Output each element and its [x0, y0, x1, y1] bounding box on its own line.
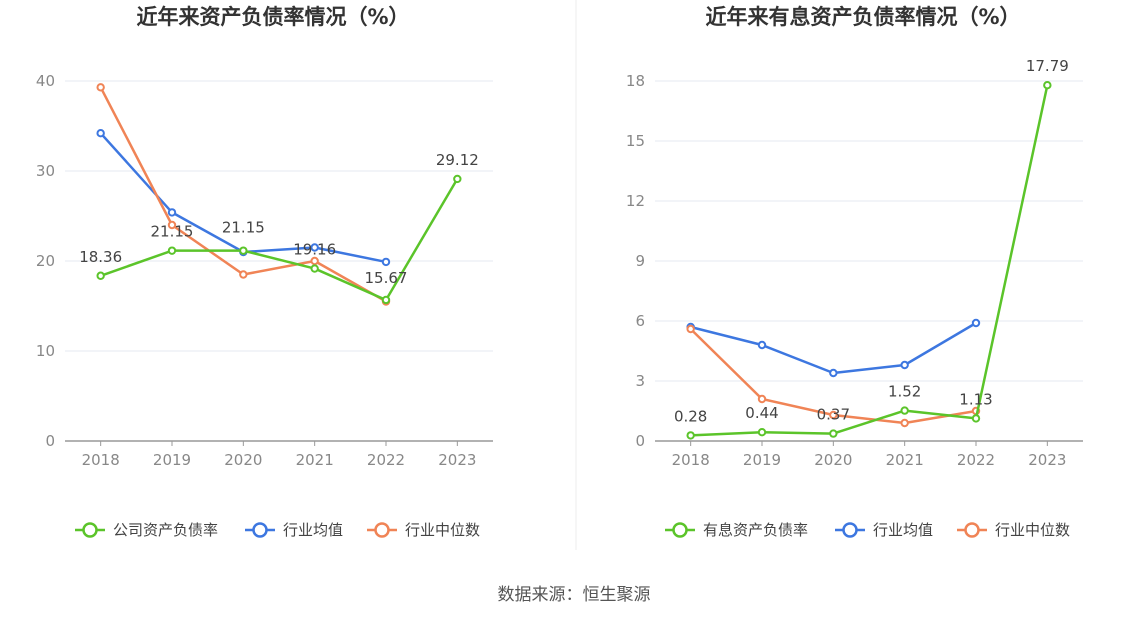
data-point [453, 174, 462, 184]
data-label: 29.12 [436, 151, 479, 169]
legend-marker [374, 522, 390, 538]
data-point [757, 394, 767, 404]
data-point [239, 246, 248, 255]
data-point [900, 406, 909, 415]
y-tick-label: 20 [36, 252, 55, 270]
y-tick-label: 9 [635, 252, 645, 270]
data-point [829, 429, 838, 438]
data-point [381, 295, 391, 305]
y-tick-label: 3 [635, 372, 645, 390]
x-tick-label: 2020 [814, 451, 852, 469]
y-tick-label: 40 [36, 72, 55, 90]
y-tick-label: 12 [626, 192, 645, 210]
data-point [310, 256, 319, 266]
data-point [381, 257, 391, 267]
x-tick-label: 2021 [886, 451, 924, 469]
data-point [829, 410, 838, 420]
y-tick-label: 15 [626, 132, 645, 150]
x-tick-label: 2021 [296, 451, 334, 469]
data-point [96, 271, 105, 280]
series-line [99, 86, 387, 303]
data-point [1043, 81, 1052, 90]
legend-item: 行业中位数 [367, 521, 480, 539]
data-point [829, 368, 838, 378]
series-line [100, 178, 459, 302]
legend-label: 行业中位数 [995, 521, 1070, 539]
data-point [167, 246, 177, 255]
legend-item: 有息资产负债率 [665, 521, 808, 539]
legend-item: 行业均值 [835, 521, 933, 539]
data-point [96, 83, 105, 92]
data-point [310, 243, 319, 252]
data-label: 1.13 [959, 390, 992, 408]
data-point [167, 208, 177, 217]
x-tick-label: 2022 [367, 451, 405, 469]
legend-label: 行业均值 [283, 521, 343, 539]
data-point [971, 318, 981, 328]
x-tick-label: 2018 [672, 451, 710, 469]
data-point [686, 431, 695, 440]
legend-label: 公司资产负债率 [113, 521, 218, 539]
x-tick-label: 2023 [1028, 451, 1066, 469]
chart-title: 近年来有息资产负债率情况（%） [705, 5, 1020, 29]
data-point [167, 220, 177, 230]
data-source-note: 数据来源：恒生聚源 [497, 585, 651, 605]
chart-2: 近年来有息资产负债率情况（%） 0 3 6 9 12 15 18 2018 2019 2020 202… [626, 5, 1083, 539]
data-point [310, 264, 319, 273]
chart-title: 近年来资产负债率情况（%） [136, 5, 409, 29]
x-tick-label: 2020 [224, 451, 262, 469]
series-line [690, 321, 977, 375]
data-point [686, 324, 695, 334]
data-point [96, 129, 105, 138]
data-label: 0.44 [745, 404, 778, 422]
x-tick-label: 2023 [438, 451, 476, 469]
data-label: 21.15 [151, 223, 194, 241]
data-label: 21.15 [222, 219, 265, 237]
series-line [99, 132, 387, 264]
x-tick-label: 2019 [153, 451, 191, 469]
legend-marker [672, 522, 688, 538]
data-point [757, 428, 767, 437]
y-tick-label: 30 [36, 162, 55, 180]
data-label: 18.36 [79, 248, 122, 266]
data-point [239, 270, 248, 279]
legend-marker [252, 522, 268, 538]
data-label: 17.79 [1026, 57, 1069, 75]
y-tick-label: 0 [635, 432, 645, 450]
y-tick-label: 10 [36, 342, 55, 360]
x-tick-label: 2022 [957, 451, 995, 469]
legend-item: 行业中位数 [957, 521, 1070, 539]
data-label: 1.52 [888, 383, 921, 401]
y-tick-label: 18 [626, 72, 645, 90]
data-label: 19.16 [293, 241, 336, 259]
data-label: 0.28 [674, 407, 707, 425]
legend-marker [82, 522, 98, 538]
legend-label: 行业中位数 [405, 521, 480, 539]
chart-1: 近年来资产负债率情况（%） 0 10 20 30 40 2018 2019 2020 2021 20… [36, 5, 493, 539]
data-point [971, 414, 981, 423]
legend-marker [964, 522, 980, 538]
x-tick-label: 2019 [743, 451, 781, 469]
data-point [900, 360, 909, 370]
legend-item: 行业均值 [245, 521, 343, 539]
data-label: 0.37 [817, 406, 850, 424]
series-line [690, 84, 1049, 437]
data-point [757, 340, 767, 350]
legend-item: 公司资产负债率 [75, 521, 218, 539]
x-tick-label: 2018 [82, 451, 120, 469]
legend-marker [842, 522, 858, 538]
data-point [900, 418, 909, 428]
legend-label: 行业均值 [873, 521, 933, 539]
y-tick-label: 6 [635, 312, 645, 330]
y-tick-label: 0 [45, 432, 55, 450]
data-label: 15.67 [365, 269, 408, 287]
legend-label: 有息资产负债率 [703, 521, 808, 539]
